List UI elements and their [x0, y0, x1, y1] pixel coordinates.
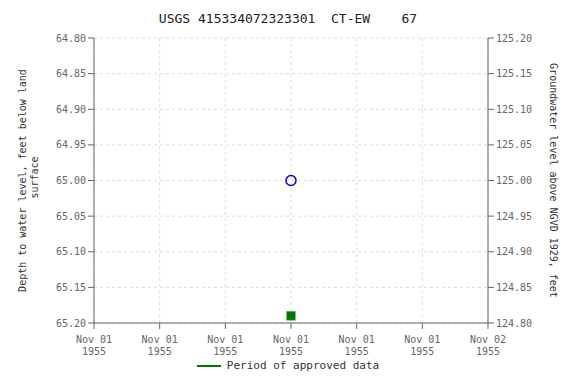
svg-text:Depth to water level, feet bel: Depth to water level, feet below land su… — [17, 69, 40, 292]
html-text:Period of approved data: Period of approved data — [226, 359, 380, 372]
svg-text:65.10: 65.10 — [56, 246, 86, 257]
svg-text:65.20: 65.20 — [56, 318, 86, 329]
svg-text:125.05: 125.05 — [496, 139, 532, 150]
svg-text:Nov 011955: Nov 011955 — [76, 334, 112, 357]
svg-text:125.10: 125.10 — [496, 104, 532, 115]
svg-text:Nov 011955: Nov 011955 — [404, 334, 440, 357]
svg-text:65.15: 65.15 — [56, 282, 86, 293]
svg-text:Groundwater level above NGVD 1: Groundwater level above NGVD 1929, feet — [548, 63, 559, 298]
svg-text:65.05: 65.05 — [56, 211, 86, 222]
svg-text:64.95: 64.95 — [56, 139, 86, 150]
svg-text:Nov 011955: Nov 011955 — [339, 334, 375, 357]
svg-text:124.80: 124.80 — [496, 318, 532, 329]
svg-text:124.85: 124.85 — [496, 282, 532, 293]
svg-text:Nov 021955: Nov 021955 — [470, 334, 506, 357]
svg-text:125.00: 125.00 — [496, 175, 532, 186]
svg-text:64.80: 64.80 — [56, 33, 86, 44]
svg-text:125.20: 125.20 — [496, 33, 532, 44]
svg-text:64.85: 64.85 — [56, 68, 86, 79]
svg-text:Nov 011955: Nov 011955 — [273, 334, 309, 357]
svg-text:Nov 011955: Nov 011955 — [207, 334, 243, 357]
svg-text:Nov 011955: Nov 011955 — [142, 334, 178, 357]
svg-text:125.15: 125.15 — [496, 68, 532, 79]
svg-text:124.90: 124.90 — [496, 246, 532, 257]
svg-text:124.95: 124.95 — [496, 211, 532, 222]
html-text:USGS 415334072323301 CT-EW 67: USGS 415334072323301 CT-EW 67 — [158, 11, 418, 26]
svg-text:64.90: 64.90 — [56, 104, 86, 115]
svg-text:65.00: 65.00 — [56, 175, 86, 186]
